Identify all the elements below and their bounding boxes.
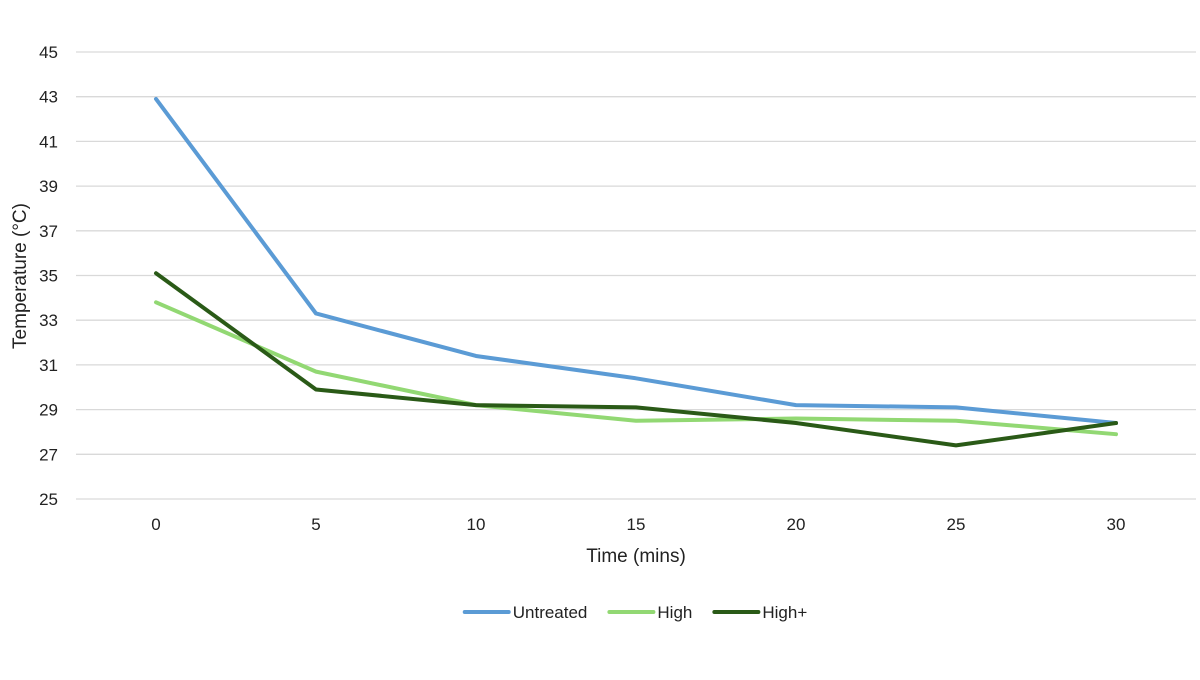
- x-tick-label: 15: [627, 515, 646, 534]
- series-line-untreated: [154, 96, 1118, 426]
- y-tick-labels: 25 27 29 31 33 35 37 39 41 43 45: [39, 43, 58, 509]
- series-line-high: [154, 300, 1118, 437]
- series-layer: [154, 96, 1118, 448]
- legend-item-high-: High+: [712, 603, 807, 622]
- x-tick-label: 0: [151, 515, 160, 534]
- x-tick-label: 20: [787, 515, 806, 534]
- x-axis-title: Time (mins): [586, 546, 686, 567]
- y-tick-label: 41: [39, 132, 58, 151]
- legend-label: High: [657, 603, 692, 622]
- legend-item-untreated: Untreated: [462, 603, 588, 622]
- y-tick-label: 33: [39, 311, 58, 330]
- x-tick-labels: 0 5 10 15 20 25 30: [151, 515, 1125, 534]
- legend-label: High+: [762, 603, 807, 622]
- legend-item-high: High: [607, 603, 692, 622]
- series-line-high-: [154, 271, 1118, 448]
- x-tick-label: 10: [467, 515, 486, 534]
- y-tick-label: 45: [39, 43, 58, 62]
- y-tick-label: 27: [39, 445, 58, 464]
- y-tick-label: 35: [39, 267, 58, 286]
- y-tick-label: 29: [39, 401, 58, 420]
- y-tick-label: 31: [39, 356, 58, 375]
- x-tick-label: 25: [947, 515, 966, 534]
- legend: Untreated High High+: [462, 603, 807, 622]
- y-tick-label: 43: [39, 88, 58, 107]
- legend-label: Untreated: [513, 603, 588, 622]
- x-tick-label: 5: [311, 515, 320, 534]
- grid-layer: [76, 51, 1196, 500]
- y-axis-title: Temperature (°C): [10, 203, 31, 349]
- y-tick-label: 39: [39, 177, 58, 196]
- x-tick-label: 30: [1107, 515, 1126, 534]
- y-tick-label: 25: [39, 490, 58, 509]
- y-tick-label: 37: [39, 222, 58, 241]
